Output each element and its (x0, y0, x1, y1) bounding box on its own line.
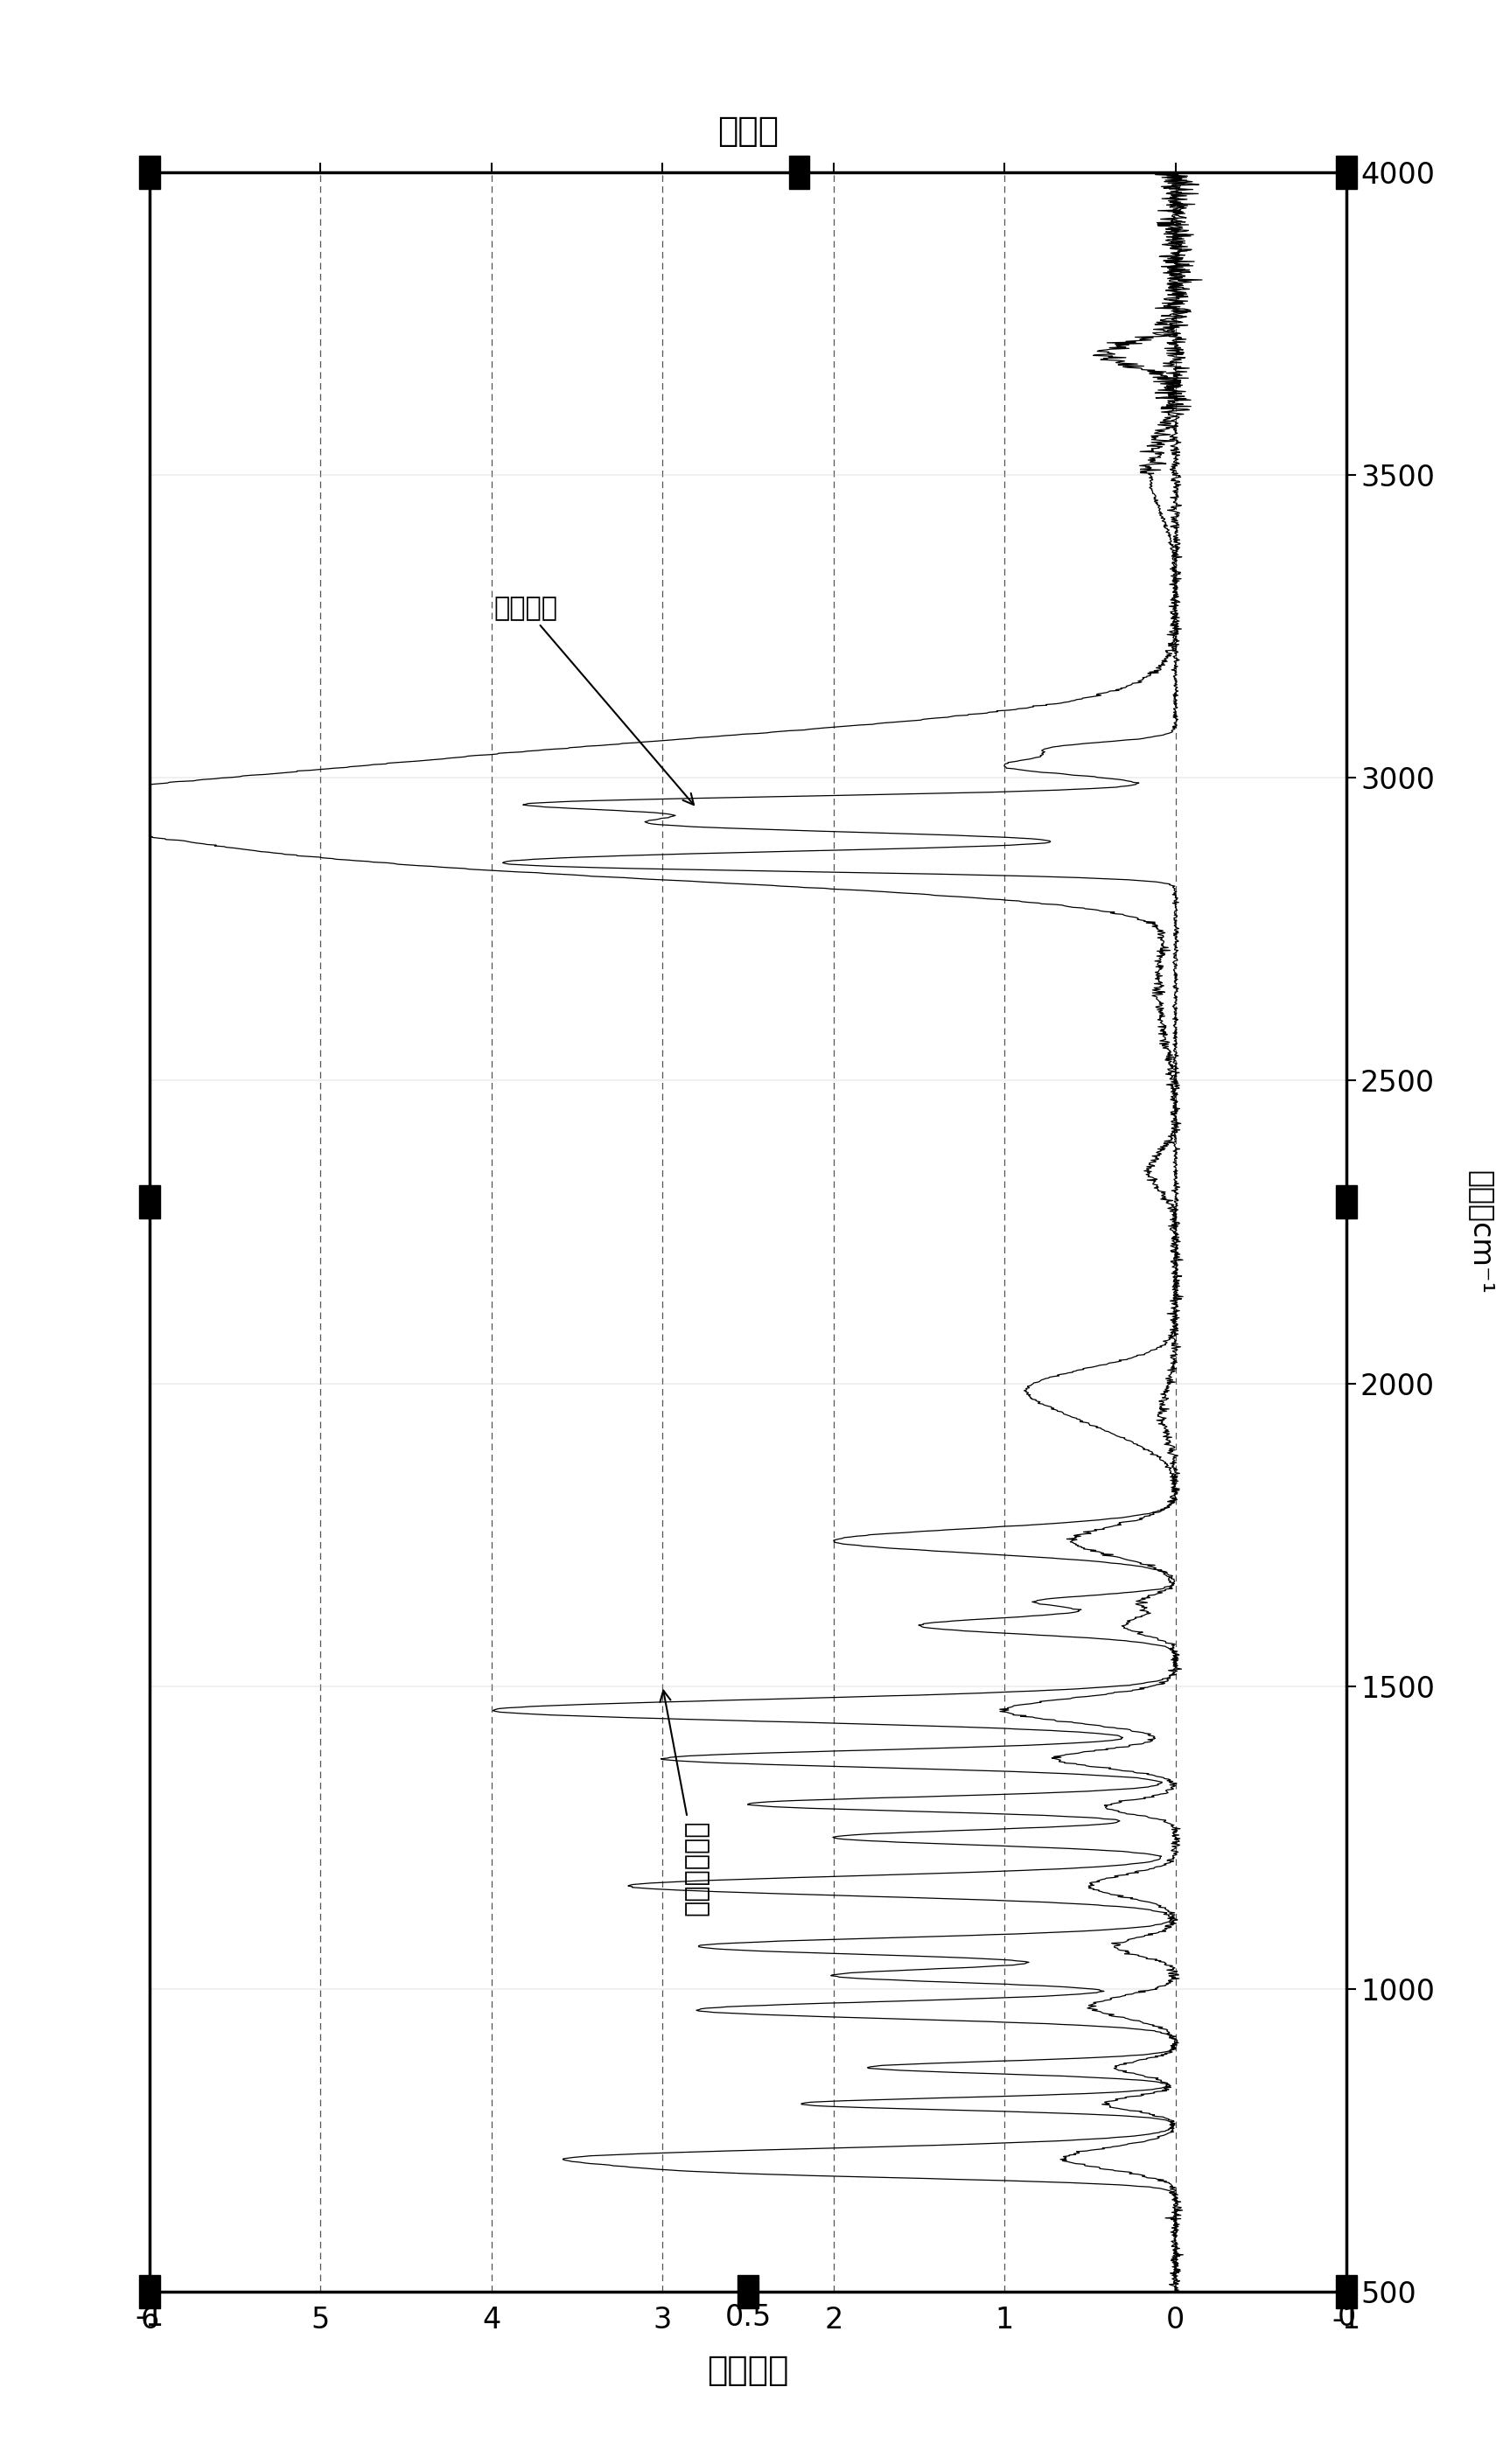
Bar (788, 155, 809, 190)
Bar (1336, 1185, 1357, 1217)
Y-axis label: 波数，cm⁻¹: 波数，cm⁻¹ (1466, 1170, 1496, 1294)
Bar (139, 2274, 160, 2309)
X-axis label: 相关系数: 相关系数 (708, 2353, 788, 2388)
Bar (738, 2274, 758, 2309)
Text: 相关系数光谱: 相关系数光谱 (660, 1690, 709, 1915)
Text: 吸收光谱: 吸收光谱 (494, 596, 694, 806)
Bar (1336, 155, 1357, 190)
X-axis label: 吸光度: 吸光度 (717, 116, 779, 148)
Bar (1336, 2274, 1357, 2309)
Bar (139, 155, 160, 190)
Bar (139, 1185, 160, 1217)
